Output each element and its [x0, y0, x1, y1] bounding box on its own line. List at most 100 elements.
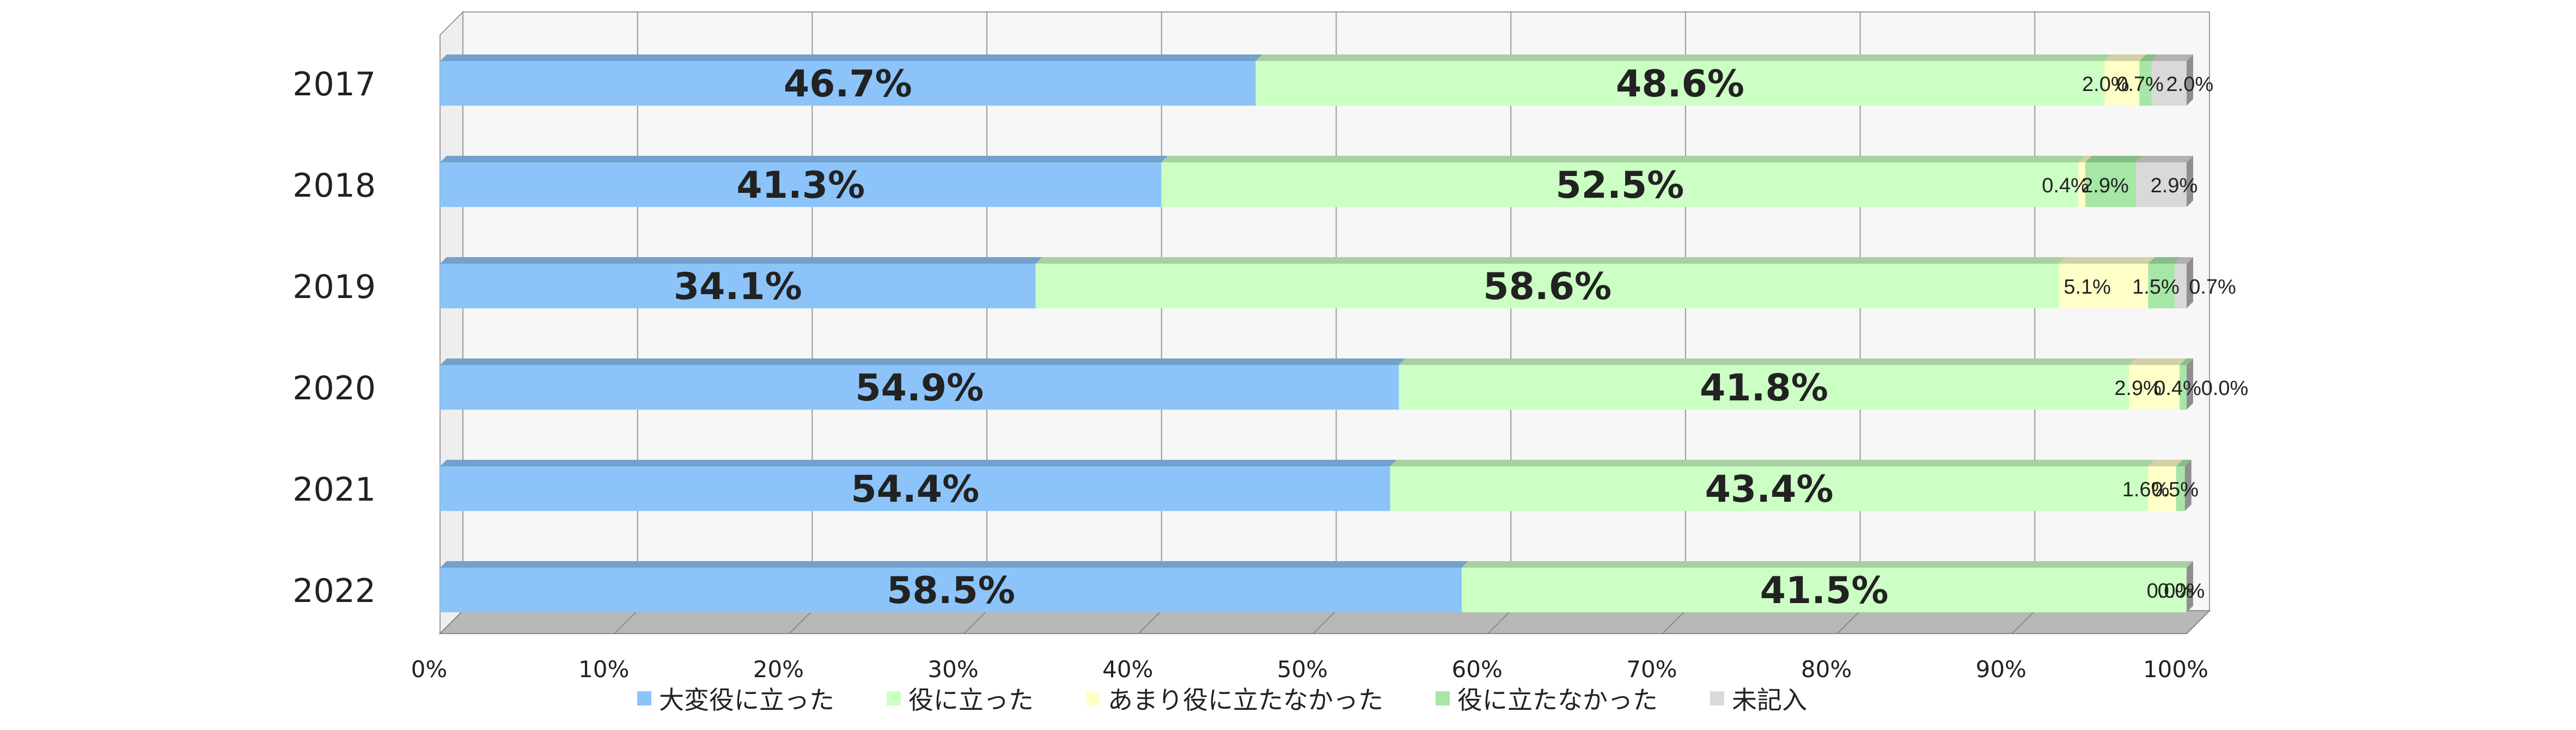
- floor-gridline: [1487, 610, 1511, 634]
- data-label: 5.1%: [2064, 276, 2111, 299]
- legend-item: 大変役に立った: [637, 680, 834, 716]
- floor-gridline: [2186, 610, 2210, 634]
- data-label: 0.4%: [2042, 174, 2089, 197]
- legend-label: 役に立たなかった: [1457, 685, 1658, 715]
- bar-segment: [2139, 61, 2152, 106]
- bar-segment: [1462, 568, 2187, 612]
- bar-segment: [2176, 466, 2185, 511]
- legend-label: あまり役に立たなかった: [1108, 685, 1383, 715]
- data-label: 41.5%: [1760, 569, 1889, 612]
- data-label: 0.5%: [2151, 478, 2199, 501]
- bar-end-face: [2187, 257, 2193, 308]
- data-label: 0.7%: [2189, 276, 2236, 299]
- bar-segment: [2059, 264, 2148, 308]
- legend-swatch: [887, 691, 901, 705]
- category-labels: 2017 2018 2019 2020 2021 2022: [292, 65, 376, 610]
- x-tick-label: 50%: [1277, 656, 1328, 683]
- data-label: 43.4%: [1705, 468, 1834, 511]
- bar-end-face: [2187, 358, 2193, 410]
- bar-top-face: [2129, 358, 2187, 365]
- bar-segment: [440, 466, 1390, 511]
- bar-top-face: [1255, 54, 2111, 61]
- data-label: 0.7%: [2116, 73, 2164, 96]
- bars: [440, 54, 2193, 612]
- data-label: 2.9%: [2081, 174, 2129, 197]
- category-label: 2017: [292, 65, 376, 104]
- legend-swatch: [1086, 691, 1100, 705]
- bar-top-face: [1399, 358, 2136, 365]
- bar-end-face: [2187, 156, 2193, 207]
- legend-item: 未記入: [1710, 680, 1807, 716]
- bar-end-face: [2184, 460, 2192, 511]
- legend-item: 役に立たなかった: [1436, 680, 1658, 716]
- bar-segment: [2148, 264, 2175, 308]
- floor-gridline: [1313, 610, 1337, 634]
- data-label: 34.1%: [674, 265, 802, 308]
- bar-end-face: [2187, 561, 2193, 612]
- data-label: 1.5%: [2132, 276, 2180, 299]
- data-label: 2.0%: [2166, 73, 2214, 96]
- bar-segment: [2174, 264, 2187, 308]
- legend-label: 役に立った: [908, 685, 1034, 715]
- bar-top-face: [1035, 257, 2066, 264]
- bar-top-face: [2180, 358, 2193, 365]
- bar-segment: [1035, 264, 2059, 308]
- bar-top-face: [1161, 156, 2085, 162]
- data-label: 2.0%: [2082, 73, 2129, 96]
- x-tick-label: 100%: [2143, 656, 2208, 683]
- floor-gridline: [439, 610, 463, 634]
- bar-top-face: [2104, 54, 2146, 61]
- bar-segment: [440, 61, 1256, 106]
- floor-gridline: [963, 610, 987, 634]
- x-tick-label: 20%: [753, 656, 804, 683]
- floor-gridline: [2011, 610, 2036, 634]
- category-label: 2020: [292, 369, 376, 407]
- data-label: 1.6%: [2122, 478, 2170, 501]
- data-label: 41.3%: [736, 164, 865, 207]
- bar-top-face: [440, 257, 1042, 264]
- bar-top-face: [2059, 257, 2155, 264]
- data-label: 48.6%: [1616, 63, 1744, 106]
- data-label: 41.8%: [1700, 367, 1828, 410]
- bar-segment: [2151, 61, 2187, 106]
- bar-segment: [2129, 365, 2180, 410]
- bar-segment: [440, 568, 1462, 612]
- bar-top-face: [2148, 257, 2181, 264]
- bar-segment: [1390, 466, 2148, 511]
- legend-item: 役に立った: [887, 680, 1034, 716]
- legend-item: あまり役に立たなかった: [1086, 680, 1383, 716]
- bar-segment: [2085, 162, 2136, 207]
- bar-top-face: [440, 54, 1262, 61]
- bar-segment: [2104, 61, 2140, 106]
- data-label: 0.4%: [2154, 377, 2201, 400]
- category-label: 2022: [292, 572, 376, 610]
- x-tick-label: 0%: [411, 656, 448, 683]
- data-labels: 46.7% 48.6% 2.0%0.7% 2.0%41.3% 52.5% 0.4%2.9%…: [674, 63, 2248, 612]
- bar-top-face: [440, 561, 1469, 568]
- floor-gridline: [1836, 610, 1861, 634]
- bar-top-face: [2085, 156, 2142, 162]
- x-tick-label: 30%: [927, 656, 978, 683]
- data-label: 2.9%: [2151, 174, 2198, 197]
- bar-segment: [1255, 61, 2105, 106]
- bar-segment: [2180, 365, 2187, 410]
- bar-top-face: [2139, 54, 2158, 61]
- legend-swatch: [1436, 691, 1450, 705]
- x-tick-label: 90%: [1976, 656, 2026, 683]
- category-label: 2019: [292, 268, 376, 306]
- bar-segment: [440, 162, 1162, 207]
- bar-top-face: [440, 156, 1168, 162]
- floor-gridline: [614, 610, 638, 634]
- bar-segment: [440, 365, 1399, 410]
- legend: 大変役に立った 役に立った あまり役に立たなかった 役に立たなかった 未記入: [637, 682, 1807, 715]
- data-label: 0.0%: [2158, 580, 2205, 603]
- x-tick-label: 40%: [1102, 656, 1153, 683]
- bar-top-face: [2135, 156, 2193, 162]
- data-label: 52.5%: [1555, 164, 1684, 207]
- data-label: 54.9%: [855, 367, 984, 410]
- data-label: 2.9%: [2114, 377, 2162, 400]
- bar-top-face: [1462, 561, 2193, 568]
- bar-top-face: [2176, 460, 2192, 466]
- data-label: 46.7%: [784, 63, 912, 106]
- data-label: 54.4%: [851, 468, 979, 511]
